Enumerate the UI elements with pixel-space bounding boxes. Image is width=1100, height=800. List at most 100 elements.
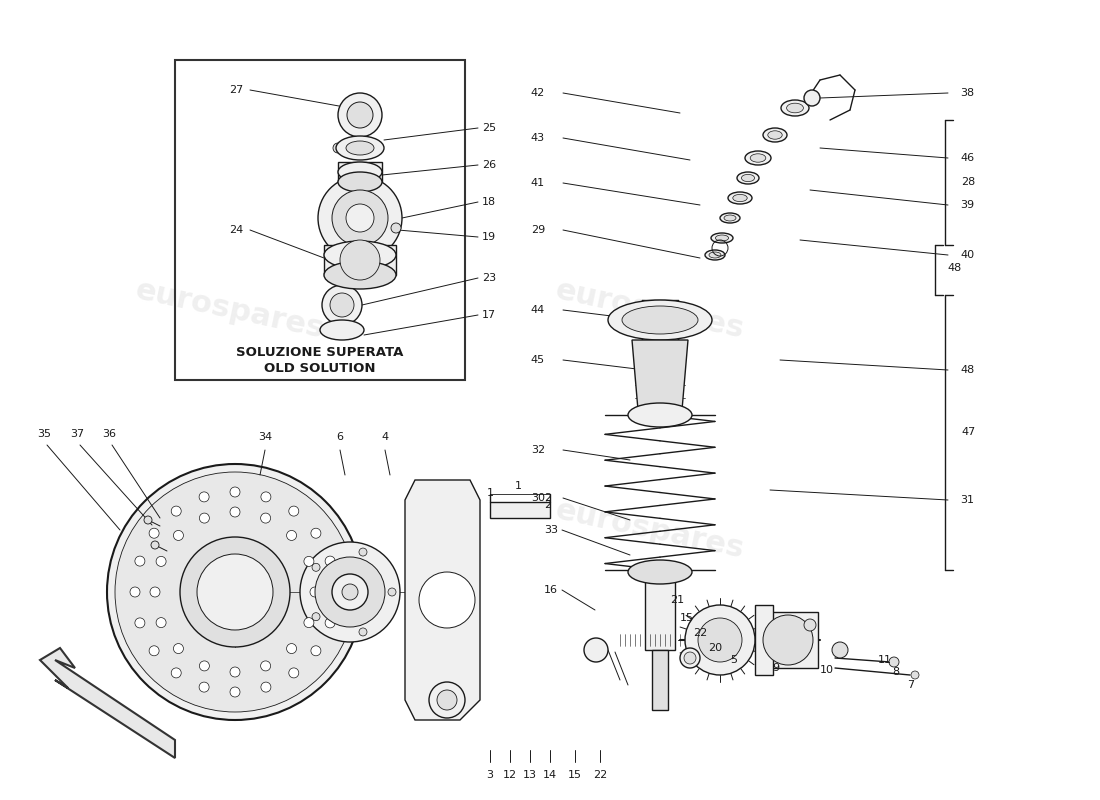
Text: SOLUZIONE SUPERATA: SOLUZIONE SUPERATA bbox=[236, 346, 404, 358]
Circle shape bbox=[311, 528, 321, 538]
Circle shape bbox=[390, 223, 402, 233]
Text: 16: 16 bbox=[544, 585, 558, 595]
Text: 46: 46 bbox=[960, 153, 975, 163]
Circle shape bbox=[332, 190, 388, 246]
Text: 28: 28 bbox=[961, 177, 976, 187]
Circle shape bbox=[230, 687, 240, 697]
Circle shape bbox=[199, 513, 209, 523]
Text: OLD SOLUTION: OLD SOLUTION bbox=[264, 362, 376, 374]
Text: 35: 35 bbox=[37, 429, 51, 439]
Text: 20: 20 bbox=[708, 643, 722, 653]
Ellipse shape bbox=[763, 128, 786, 142]
Ellipse shape bbox=[733, 194, 747, 202]
Ellipse shape bbox=[621, 306, 698, 334]
Circle shape bbox=[287, 530, 297, 541]
Text: 18: 18 bbox=[482, 197, 496, 207]
Ellipse shape bbox=[336, 136, 384, 160]
Circle shape bbox=[332, 574, 368, 610]
Text: 8: 8 bbox=[892, 667, 899, 677]
Circle shape bbox=[172, 506, 182, 516]
Circle shape bbox=[312, 613, 320, 621]
Circle shape bbox=[300, 542, 400, 642]
Ellipse shape bbox=[705, 250, 725, 260]
Circle shape bbox=[261, 513, 271, 523]
Circle shape bbox=[304, 556, 313, 566]
Text: 32: 32 bbox=[531, 445, 544, 455]
Circle shape bbox=[330, 587, 340, 597]
Text: 40: 40 bbox=[960, 250, 975, 260]
Ellipse shape bbox=[745, 151, 771, 165]
Text: 7: 7 bbox=[908, 680, 914, 690]
Circle shape bbox=[289, 668, 299, 678]
Text: 39: 39 bbox=[960, 200, 975, 210]
Circle shape bbox=[315, 557, 385, 627]
Circle shape bbox=[326, 618, 336, 628]
Circle shape bbox=[359, 628, 367, 636]
Circle shape bbox=[287, 643, 297, 654]
Text: 4: 4 bbox=[382, 432, 388, 442]
Circle shape bbox=[359, 548, 367, 556]
Circle shape bbox=[763, 615, 813, 665]
Text: eurospares: eurospares bbox=[133, 276, 327, 344]
Text: 44: 44 bbox=[530, 305, 544, 315]
Text: 3: 3 bbox=[486, 770, 494, 780]
Circle shape bbox=[429, 682, 465, 718]
Circle shape bbox=[180, 537, 290, 647]
Circle shape bbox=[685, 605, 755, 675]
Circle shape bbox=[304, 618, 313, 628]
Polygon shape bbox=[632, 340, 688, 410]
Bar bbox=[755, 605, 773, 675]
Ellipse shape bbox=[715, 235, 728, 241]
Circle shape bbox=[151, 541, 160, 549]
Circle shape bbox=[312, 563, 320, 571]
Ellipse shape bbox=[728, 192, 752, 204]
Circle shape bbox=[156, 556, 166, 566]
Circle shape bbox=[174, 530, 184, 541]
Bar bbox=[645, 570, 675, 650]
Bar bbox=[175, 60, 465, 380]
Ellipse shape bbox=[346, 141, 374, 155]
Circle shape bbox=[318, 176, 402, 260]
Circle shape bbox=[911, 671, 918, 679]
Circle shape bbox=[107, 464, 363, 720]
Bar bbox=[338, 162, 382, 182]
Circle shape bbox=[346, 204, 374, 232]
Text: 42: 42 bbox=[530, 88, 544, 98]
Bar bbox=[758, 612, 818, 668]
Circle shape bbox=[261, 492, 271, 502]
Text: 6: 6 bbox=[337, 432, 343, 442]
Circle shape bbox=[230, 487, 240, 497]
Text: 34: 34 bbox=[257, 432, 272, 442]
Circle shape bbox=[388, 588, 396, 596]
Text: 1: 1 bbox=[515, 481, 521, 491]
Circle shape bbox=[199, 492, 209, 502]
Text: 25: 25 bbox=[482, 123, 496, 133]
Circle shape bbox=[230, 507, 240, 517]
Circle shape bbox=[326, 556, 336, 566]
Circle shape bbox=[150, 587, 160, 597]
Circle shape bbox=[156, 618, 166, 628]
Circle shape bbox=[135, 556, 145, 566]
Circle shape bbox=[346, 102, 373, 128]
Circle shape bbox=[584, 638, 608, 662]
Ellipse shape bbox=[608, 300, 712, 340]
Text: 12: 12 bbox=[503, 770, 517, 780]
Text: 30: 30 bbox=[531, 493, 544, 503]
Text: 22: 22 bbox=[593, 770, 607, 780]
Ellipse shape bbox=[338, 172, 382, 192]
Circle shape bbox=[199, 682, 209, 692]
Ellipse shape bbox=[737, 172, 759, 184]
Circle shape bbox=[261, 682, 271, 692]
Text: 29: 29 bbox=[530, 225, 544, 235]
Circle shape bbox=[340, 240, 379, 280]
Circle shape bbox=[135, 618, 145, 628]
Text: 22: 22 bbox=[693, 628, 707, 638]
Text: 9: 9 bbox=[772, 663, 779, 673]
Circle shape bbox=[832, 642, 848, 658]
Circle shape bbox=[333, 143, 343, 153]
Text: 27: 27 bbox=[229, 85, 243, 95]
Circle shape bbox=[172, 668, 182, 678]
Text: 19: 19 bbox=[482, 232, 496, 242]
Text: 17: 17 bbox=[482, 310, 496, 320]
Text: 48: 48 bbox=[960, 365, 975, 375]
